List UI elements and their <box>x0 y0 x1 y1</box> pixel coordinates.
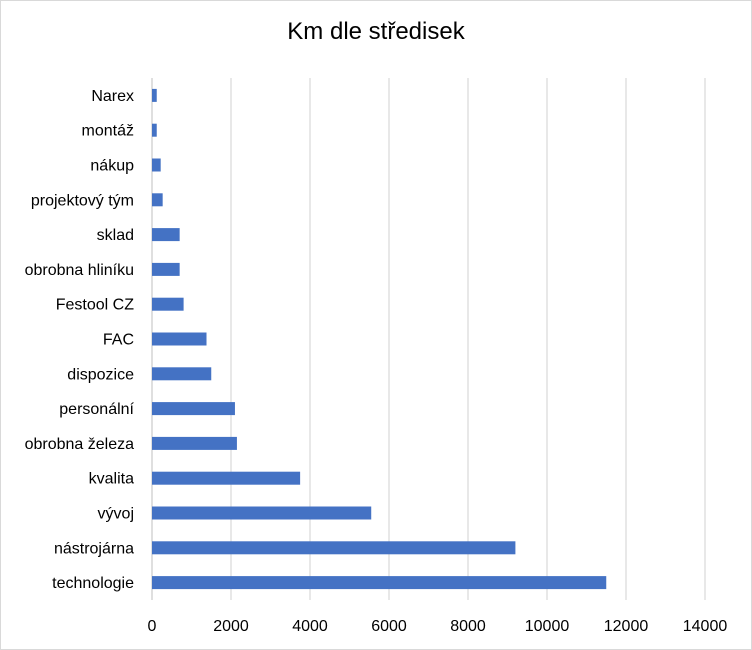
bar <box>152 332 207 346</box>
category-label: personální <box>59 401 134 418</box>
x-tick-label: 8000 <box>450 618 486 635</box>
category-label: obrobna hliníku <box>25 262 134 279</box>
bar <box>152 576 607 590</box>
bar <box>152 297 184 311</box>
bar <box>152 88 157 102</box>
bar <box>152 436 237 450</box>
x-tick-label: 6000 <box>371 618 407 635</box>
category-label: projektový tým <box>31 192 134 209</box>
bar <box>152 262 180 276</box>
category-label: sklad <box>97 227 134 244</box>
bar <box>152 158 161 172</box>
category-label: dispozice <box>67 366 134 383</box>
chart-title: Km dle středisek <box>287 18 465 45</box>
bar <box>152 541 516 555</box>
category-label: technologie <box>52 575 134 592</box>
x-tick-label: 4000 <box>292 618 328 635</box>
category-label: nákup <box>90 158 134 175</box>
category-label: vývoj <box>98 506 134 523</box>
bar <box>152 193 163 207</box>
bar <box>152 506 372 520</box>
x-tick-label: 2000 <box>213 618 249 635</box>
category-label: FAC <box>103 332 134 349</box>
bar <box>152 228 180 242</box>
bar <box>152 402 235 416</box>
x-tick-label: 10000 <box>525 618 570 635</box>
category-label: montáž <box>82 123 134 140</box>
category-label: Festool CZ <box>56 297 134 314</box>
x-tick-label: 0 <box>148 618 157 635</box>
bar <box>152 367 212 381</box>
category-label: kvalita <box>89 471 134 488</box>
category-label: nástrojárna <box>54 540 134 557</box>
category-label: Narex <box>91 88 134 105</box>
bar <box>152 123 157 137</box>
x-tick-label: 14000 <box>683 618 728 635</box>
x-tick-label: 12000 <box>604 618 649 635</box>
bar <box>152 471 301 485</box>
category-label: obrobna železa <box>25 436 135 453</box>
